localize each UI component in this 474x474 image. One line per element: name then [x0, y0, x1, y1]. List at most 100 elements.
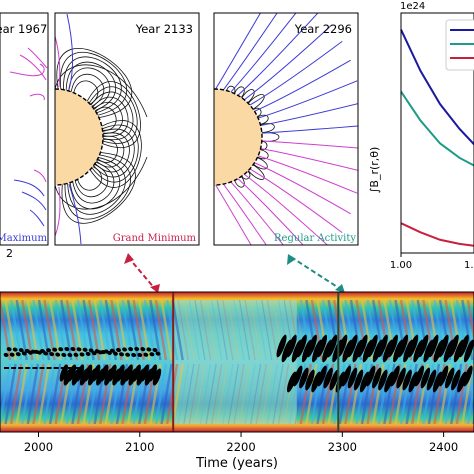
panel-caption: Grand Minimum: [113, 233, 197, 244]
field-stripe: [211, 363, 223, 425]
field-stripe: [0, 363, 12, 425]
field-loop: [247, 94, 265, 110]
sunspot-mark: [396, 367, 406, 389]
field-stripe: [171, 363, 184, 425]
sunspot-mark: [323, 367, 333, 389]
sunspot-mark: [137, 352, 143, 358]
sunspot-mark: [398, 334, 409, 358]
sunspot-mark: [305, 369, 315, 391]
sunspot-mark: [52, 347, 58, 352]
field-stripe: [177, 299, 189, 361]
field-stripe: [177, 363, 189, 425]
field-lines-grand-minimum: [55, 13, 148, 245]
field-loop: [92, 96, 129, 137]
field-stripe: [15, 363, 28, 425]
field-stripe: [255, 363, 267, 425]
open-field-line: [249, 40, 343, 106]
field-stripe: [227, 363, 239, 425]
field-lines-maximum: [9, 47, 48, 227]
sunspot-mark: [372, 367, 382, 389]
sunspot-mark: [67, 364, 77, 382]
heatmap-x-ticks: 2000 2100 2200 2300 2400: [24, 432, 458, 454]
sunspot-mark: [390, 365, 400, 387]
field-stripe: [60, 299, 73, 361]
sunspot-mark: [286, 371, 297, 393]
sunspot-mark: [15, 352, 21, 357]
field-stripe: [233, 299, 245, 361]
field-stripe: [216, 363, 228, 425]
field-stripe: [277, 363, 290, 425]
sunspot-mark: [347, 367, 358, 389]
field-loop: [241, 170, 251, 180]
x-tick-label: 2400: [429, 440, 458, 454]
sunspot-mark: [9, 352, 15, 357]
sunspot-mark: [82, 347, 88, 352]
field-stripe: [266, 299, 278, 361]
panel-subcaption: 2: [6, 247, 13, 260]
field-loop: [72, 161, 115, 204]
sunspot-mark: [92, 364, 101, 382]
field-stripe: [355, 363, 368, 425]
field-loop: [257, 114, 269, 125]
sunspot-mark: [134, 346, 140, 352]
field-stripe: [238, 299, 251, 361]
open-field-line: [230, 13, 297, 93]
sunspot-mark: [414, 365, 425, 387]
field-loop: [91, 124, 139, 183]
sunspot-mark: [116, 364, 125, 382]
field-stripe: [93, 299, 106, 361]
sunspot-mark: [12, 347, 18, 352]
sunspot-mark: [286, 334, 297, 358]
sunspot-mark: [122, 347, 128, 352]
field-stripe: [405, 299, 418, 361]
sunspot-mark: [426, 369, 437, 391]
field-stripe: [444, 363, 457, 425]
field-stripe: [37, 363, 51, 425]
field-panel-grand-minimum: Year 2133 Grand Minimum: [54, 12, 200, 246]
field-stripe: [48, 299, 62, 361]
sunspot-mark: [146, 347, 152, 352]
y-axis-label: ∫B_r(r,θ): [368, 147, 381, 194]
sunspot-mark: [67, 352, 73, 358]
open-field-line: [243, 173, 329, 245]
x-tick-label: 2100: [125, 440, 154, 454]
panel-title: Year 1967: [0, 22, 47, 36]
sunspot-mark: [119, 352, 124, 357]
sunspot-mark: [76, 347, 82, 352]
field-loop: [253, 107, 262, 117]
x-tick-label: 2200: [226, 440, 255, 454]
field-stripe: [26, 363, 40, 425]
open-field-line: [249, 168, 343, 234]
field-stripe: [299, 363, 312, 425]
open-field-line: [257, 155, 358, 194]
field-stripe: [165, 363, 179, 425]
field-stripe: [466, 380, 474, 425]
sunspot-mark: [108, 364, 117, 382]
sunspot-mark: [438, 334, 449, 358]
field-loop: [93, 101, 123, 134]
open-field-line: [237, 178, 304, 245]
sunspot-mark: [418, 334, 429, 358]
sunspot-mark: [347, 334, 358, 358]
panel-frame: [213, 12, 359, 246]
line-chart-marks: [400, 29, 474, 247]
open-field-line: [261, 140, 358, 149]
field-stripe: [183, 299, 195, 361]
field-loop: [234, 86, 245, 98]
sunspot-mark: [152, 368, 162, 386]
sunspot-mark: [6, 347, 12, 352]
sunspot-mark: [306, 334, 317, 358]
field-stripe: [160, 299, 173, 361]
field-stripe: [244, 299, 256, 361]
series-line: [400, 222, 474, 247]
field-stripe: [183, 363, 195, 425]
sunspot-mark: [73, 352, 79, 357]
sunspot-mark: [55, 352, 61, 357]
sun-disk-fill: [154, 89, 214, 185]
field-loop: [257, 149, 269, 160]
sunspot-mark: [140, 364, 150, 382]
field-stripe: [21, 299, 34, 361]
panel-frame: [0, 12, 49, 246]
open-field-line: [215, 184, 252, 245]
